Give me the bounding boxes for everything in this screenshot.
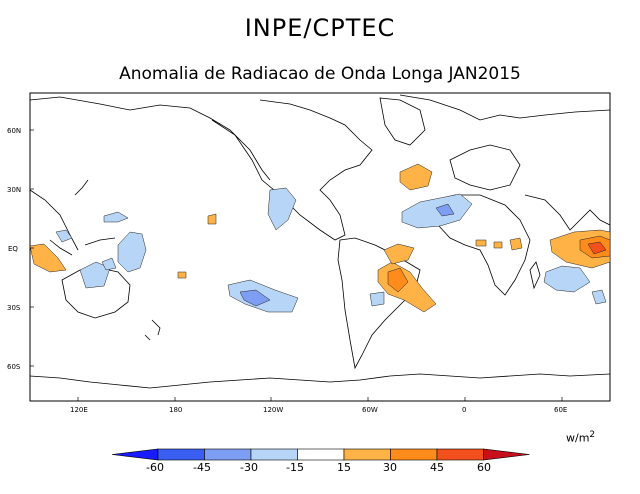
units-exponent: 2 [589, 430, 596, 440]
map-frame [29, 92, 611, 402]
anom-pos-brazil-core [387, 267, 409, 293]
colorbar-right-arrow [483, 448, 530, 461]
anom-neg-tropical-pacific-west [117, 231, 147, 273]
lat-tick-30n: 30N [7, 186, 21, 194]
colorbar-label-neg45: -45 [193, 461, 211, 474]
colorbar-label-neg15: -15 [286, 461, 304, 474]
coast-europe [449, 144, 521, 191]
colorbar-label-60: 60 [477, 461, 491, 474]
lat-tick-eq: EQ [8, 245, 18, 253]
lon-tick-120w: 120W [263, 406, 283, 414]
anom-neg-central-pacific-core [239, 289, 271, 307]
anom-neg-north-australia [79, 261, 111, 289]
coast-japan [74, 179, 89, 196]
colorbar-segment-4 [297, 448, 345, 461]
colorbar-segment-1 [157, 448, 205, 461]
coast-madagascar [529, 261, 541, 290]
positive-anomalies [29, 163, 611, 313]
anom-neg-nw-pacific [103, 211, 129, 223]
colorbar-segment-2 [204, 448, 252, 461]
anom-pos-sahel [493, 241, 503, 249]
colorbar-left-arrow [111, 448, 159, 461]
colorbar-labels: -60 -45 -30 -15 15 30 45 60 [146, 461, 491, 474]
colorbar-label-30: 30 [383, 461, 397, 474]
units-text: w/m [566, 431, 590, 445]
colorbar-units: w/m2 [566, 430, 595, 445]
colorbar-segment-5 [343, 448, 391, 461]
anom-pos-equatorial-pacific [207, 213, 217, 225]
anom-pos-east-africa [509, 237, 523, 251]
colorbar-label-neg30: -30 [240, 461, 258, 474]
anom-neg-mexico [267, 187, 297, 231]
lat-tick-60s: 60S [7, 363, 21, 371]
colorbar-segment-3 [250, 448, 298, 461]
anom-pos-west-indian [29, 243, 67, 273]
anom-pos-north-africa [399, 163, 433, 191]
colorbar-segment-7 [436, 448, 484, 461]
colorbar-segment-6 [390, 448, 438, 461]
coast-north-america [211, 99, 373, 241]
coast-eurasia-north [29, 94, 611, 181]
coast-antarctica [29, 373, 611, 389]
lat-axis: 60N 30N EQ 30S 60S [7, 127, 34, 371]
anom-pos-south-indian-core [587, 241, 607, 255]
anom-neg-indonesia [55, 229, 73, 243]
coast-new-zealand [144, 319, 161, 341]
lon-tick-60e: 60E [554, 406, 567, 414]
colorbar-label-15: 15 [337, 461, 351, 474]
coast-se-asia [29, 189, 116, 256]
lat-tick-60n: 60N [7, 127, 21, 135]
anom-pos-gulf-guinea [475, 239, 487, 247]
coast-africa [434, 194, 531, 296]
chart-subtitle: Anomalia de Radiacao de Onda Longa JAN20… [119, 64, 521, 84]
colorbar-label-45: 45 [430, 461, 444, 474]
anom-neg-madagascar-east [543, 265, 591, 293]
lat-tick-30s: 30S [7, 304, 21, 312]
anom-neg-south-america-north [369, 291, 385, 307]
colorbar [111, 448, 530, 461]
lon-tick-60w: 60W [362, 406, 378, 414]
negative-anomalies [55, 187, 607, 313]
lon-tick-120e: 120E [70, 406, 88, 414]
anom-neg-south-atlantic [401, 193, 473, 229]
coastlines [29, 94, 611, 389]
anom-neg-indian-ocean [591, 289, 607, 305]
chart-title: INPE/CPTEC [244, 14, 396, 42]
coast-greenland [379, 97, 426, 146]
anom-neg-coral-sea [101, 257, 117, 271]
lon-tick-0: 0 [462, 406, 466, 414]
anom-neg-south-atlantic-core [435, 203, 455, 217]
anom-pos-pacific-small [177, 271, 187, 279]
anom-pos-amazon [383, 243, 415, 265]
colorbar-label-neg60: -60 [146, 461, 164, 474]
lon-axis: 120E 180 120W 60W 0 60E [70, 397, 567, 414]
coast-arabia-india [524, 194, 611, 231]
lon-tick-180: 180 [169, 406, 182, 414]
